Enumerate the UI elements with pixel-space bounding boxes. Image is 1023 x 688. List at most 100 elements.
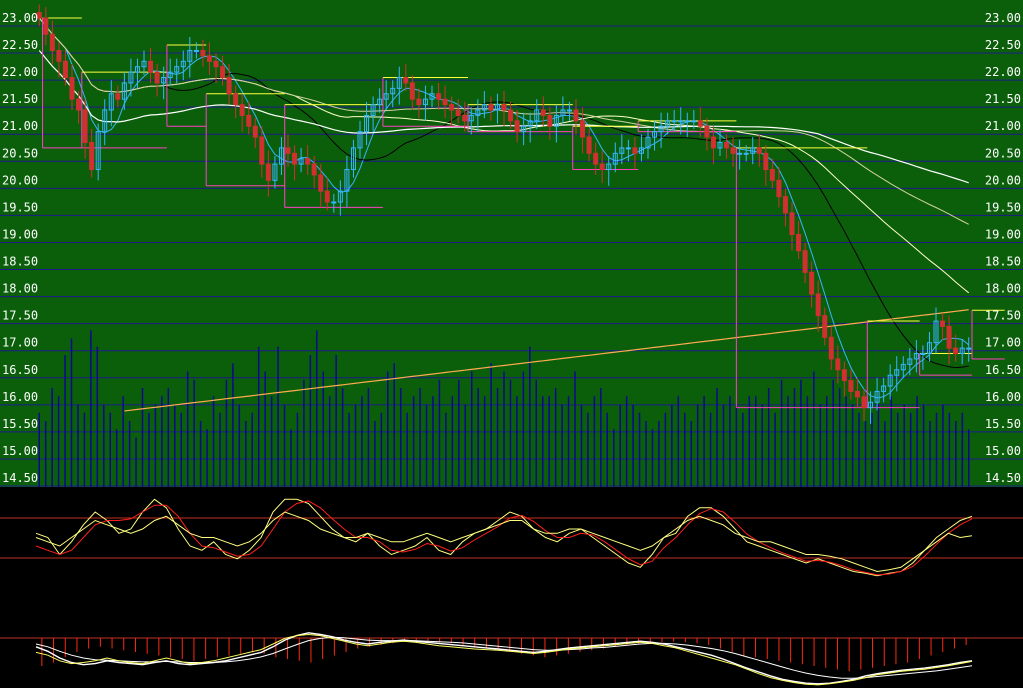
candle-body bbox=[691, 120, 697, 123]
candle-body bbox=[854, 390, 860, 398]
candle-body bbox=[815, 293, 821, 317]
candle-body bbox=[671, 120, 677, 123]
y-tick-label-left: 15.50 bbox=[2, 417, 38, 431]
candle-body bbox=[769, 169, 775, 181]
candle-body bbox=[95, 131, 101, 171]
y-tick-label-right: 21.50 bbox=[985, 92, 1021, 106]
y-tick-label-left: 22.00 bbox=[2, 65, 38, 79]
candle-body bbox=[645, 136, 651, 149]
y-tick-label-right: 17.50 bbox=[985, 309, 1021, 323]
candle-body bbox=[364, 114, 370, 133]
candle-body bbox=[632, 147, 638, 154]
candle-body bbox=[278, 147, 284, 165]
candle-body bbox=[161, 77, 167, 84]
candle-body bbox=[154, 71, 160, 84]
candle-body bbox=[409, 82, 415, 100]
y-tick-label-right: 14.50 bbox=[985, 471, 1021, 485]
candle-body bbox=[350, 147, 356, 171]
candle-body bbox=[305, 158, 311, 165]
candle-body bbox=[678, 120, 684, 123]
y-tick-label-right: 23.00 bbox=[985, 11, 1021, 25]
candle-body bbox=[737, 152, 743, 155]
candle-body bbox=[121, 82, 127, 100]
candle-body bbox=[665, 120, 671, 127]
candle-body bbox=[874, 390, 880, 403]
candle-body bbox=[782, 196, 788, 214]
candle-body bbox=[167, 71, 173, 79]
candle-body bbox=[822, 315, 828, 338]
macd-line bbox=[35, 632, 973, 685]
candle-body bbox=[455, 109, 461, 116]
candle-body bbox=[429, 93, 435, 100]
y-tick-label-left: 14.50 bbox=[2, 471, 38, 485]
y-tick-label-left: 17.00 bbox=[2, 336, 38, 350]
candle-body bbox=[514, 120, 520, 133]
candle-body bbox=[36, 12, 42, 19]
candle-body bbox=[599, 163, 605, 171]
candle-body bbox=[848, 380, 854, 392]
y-tick-label-right: 19.50 bbox=[985, 200, 1021, 214]
candle-body bbox=[206, 55, 212, 62]
ma250-line bbox=[124, 309, 969, 412]
candle-body bbox=[62, 60, 68, 79]
y-tick-label-right: 20.00 bbox=[985, 173, 1021, 187]
candle-body bbox=[102, 109, 108, 133]
candle-body bbox=[730, 147, 736, 154]
candle-body bbox=[802, 250, 808, 273]
candle-body bbox=[331, 201, 337, 204]
candle-body bbox=[213, 60, 219, 68]
candle-body bbox=[619, 147, 625, 154]
candle-body bbox=[220, 66, 226, 79]
candle-body bbox=[920, 353, 926, 356]
candle-body bbox=[239, 104, 245, 116]
candle-body bbox=[115, 93, 121, 100]
y-tick-label-right: 18.50 bbox=[985, 255, 1021, 269]
y-tick-label-left: 18.50 bbox=[2, 255, 38, 269]
candle-body bbox=[396, 77, 402, 89]
candle-body bbox=[521, 125, 527, 133]
y-tick-label-right: 16.00 bbox=[985, 390, 1021, 404]
candle-body bbox=[566, 109, 572, 112]
macd-avg-line bbox=[35, 636, 973, 679]
oscillator-panel bbox=[0, 498, 1023, 577]
candle-body bbox=[547, 114, 553, 127]
candle-body bbox=[638, 147, 644, 154]
y-tick-label-left: 19.50 bbox=[2, 200, 38, 214]
candle-body bbox=[835, 358, 841, 371]
candle-body bbox=[49, 33, 55, 51]
candle-body bbox=[468, 114, 474, 122]
candle-body bbox=[265, 163, 271, 181]
candle-body bbox=[128, 71, 134, 84]
price-grid bbox=[0, 25, 1023, 487]
candle-body bbox=[298, 158, 304, 165]
candle-body bbox=[612, 152, 618, 165]
candle-body bbox=[894, 369, 900, 376]
candle-body bbox=[318, 174, 324, 192]
candle-body bbox=[494, 104, 500, 111]
candle-body bbox=[82, 109, 88, 143]
macd-signal-line bbox=[35, 633, 973, 686]
candle-body bbox=[43, 17, 49, 35]
y-tick-label-right: 15.00 bbox=[985, 444, 1021, 458]
candle-body bbox=[724, 141, 730, 149]
candle-body bbox=[750, 147, 756, 154]
candle-body bbox=[370, 104, 376, 116]
candle-body bbox=[861, 396, 867, 409]
y-tick-label-right: 21.00 bbox=[985, 119, 1021, 133]
candle-body bbox=[652, 131, 658, 138]
y-tick-label-left: 21.50 bbox=[2, 92, 38, 106]
candle-body bbox=[187, 49, 193, 62]
candle-body bbox=[324, 190, 330, 203]
candle-body bbox=[697, 120, 703, 127]
candle-body bbox=[625, 147, 631, 150]
volume-bars bbox=[38, 330, 970, 487]
candle-body bbox=[311, 163, 317, 176]
candle-body bbox=[658, 125, 664, 133]
candle-body bbox=[887, 374, 893, 387]
candle-body bbox=[573, 109, 579, 122]
candle-body bbox=[508, 109, 514, 122]
y-tick-label-left: 15.00 bbox=[2, 444, 38, 458]
candle-body bbox=[534, 109, 540, 122]
candle-body bbox=[344, 169, 350, 192]
